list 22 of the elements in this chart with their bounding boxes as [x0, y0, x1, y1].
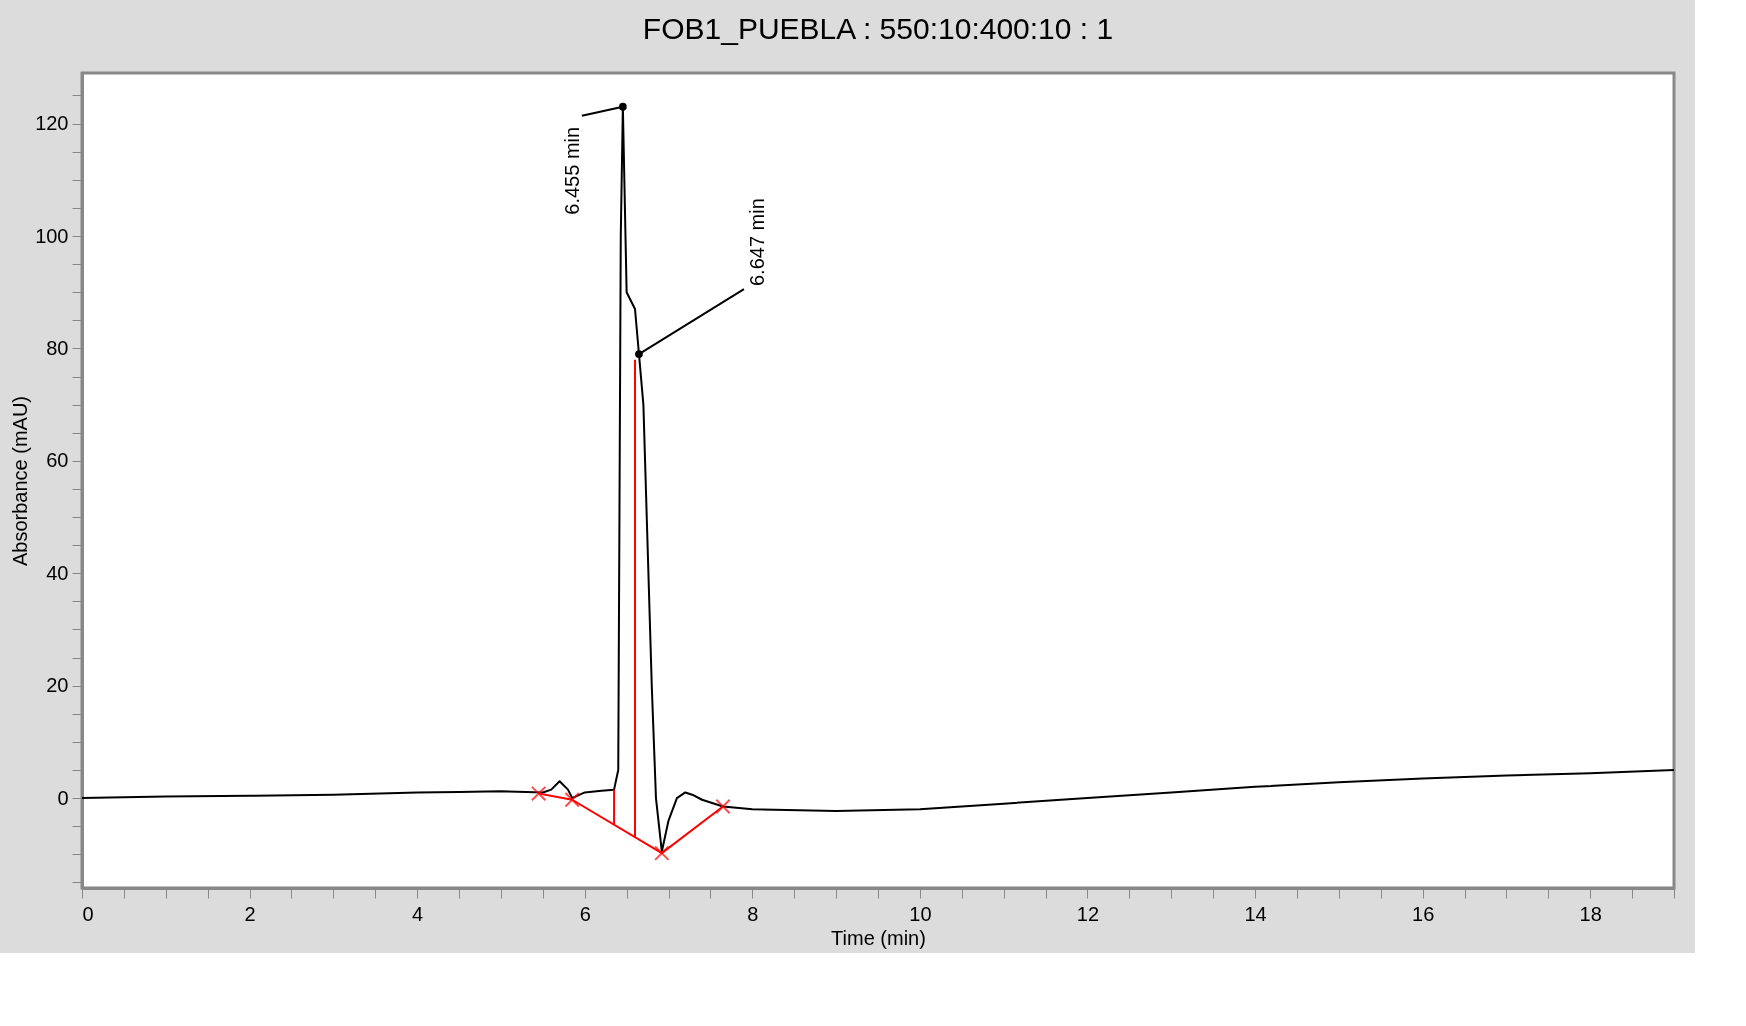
y-tick-label: 80 — [46, 336, 69, 359]
y-tick-label: 20 — [46, 674, 69, 697]
x-tick-label: 2 — [244, 902, 256, 925]
x-tick-label: 12 — [1076, 902, 1100, 925]
x-tick-label: 8 — [747, 902, 759, 925]
chart-title: FOB1_PUEBLA : 550:10:400:10 : 1 — [642, 12, 1114, 45]
y-tick-label: 40 — [46, 561, 69, 584]
x-axis-title: Time (min) — [831, 926, 926, 949]
x-tick-label: 0 — [82, 902, 94, 925]
x-tick-label: 14 — [1244, 902, 1267, 925]
x-tick-label: 10 — [909, 902, 932, 925]
y-tick-label: 0 — [57, 786, 69, 809]
annotation: 6.647 min — [745, 198, 768, 287]
x-tick-label: 4 — [412, 902, 424, 925]
y-tick-label: 120 — [35, 112, 69, 135]
x-tick-label: 18 — [1579, 902, 1602, 925]
annotation: 6.455 min — [560, 126, 583, 215]
y-tick-label: 100 — [35, 224, 69, 247]
y-axis-title: Absorbance (mAU) — [9, 395, 32, 567]
x-tick-label: 16 — [1412, 902, 1435, 925]
y-tick-label: 60 — [46, 449, 69, 472]
x-tick-label: 6 — [579, 902, 591, 925]
